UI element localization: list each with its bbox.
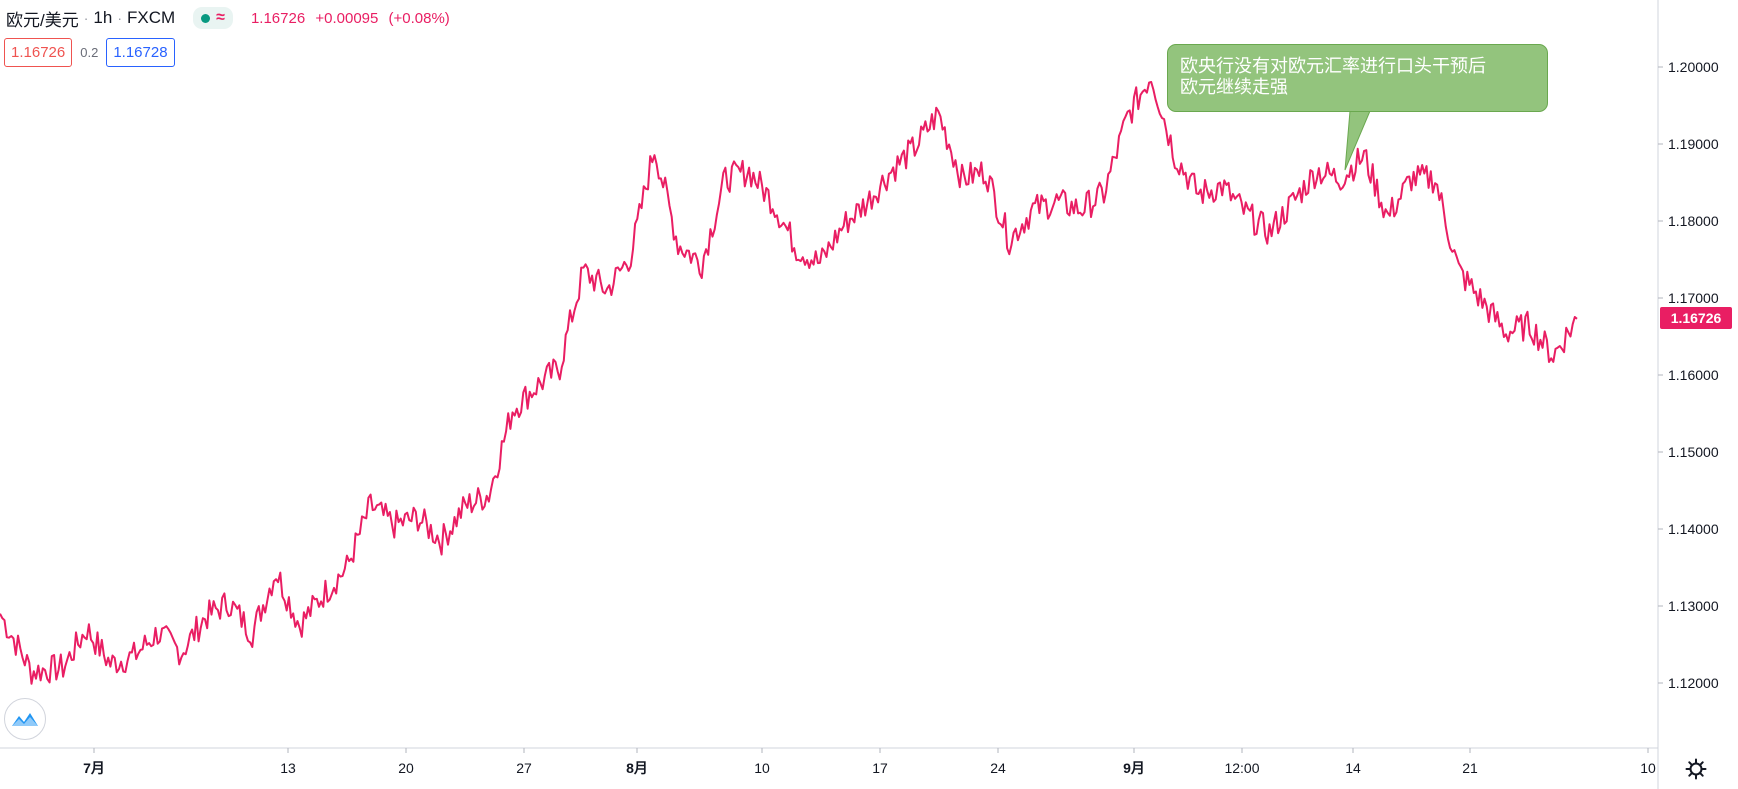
buy-button[interactable]: 1.16728 [106, 38, 175, 67]
symbol-header[interactable]: 欧元/美元 · 1h · FXCM ≈ 1.16726 +0.00095 (+0… [6, 6, 456, 30]
x-tick-label: 20 [398, 760, 414, 776]
trade-panel: 1.16726 0.2 1.16728 [4, 38, 175, 67]
annotation-line-1: 欧央行没有对欧元汇率进行口头干预后 [1180, 56, 1486, 77]
logo-button[interactable] [4, 698, 46, 740]
last-price-label: 1.16726 [1660, 307, 1732, 329]
y-tick-label: 1.20000 [1668, 59, 1719, 75]
sell-button[interactable]: 1.16726 [4, 38, 73, 67]
price-change-percent: (+0.08%) [388, 9, 450, 27]
x-tick-label: 17 [872, 760, 888, 776]
market-open-dot-icon [201, 13, 211, 23]
spread-value: 0.2 [80, 45, 99, 60]
x-tick-label: 12:00 [1224, 760, 1259, 776]
symbol-name[interactable]: 欧元/美元 [6, 10, 79, 30]
series-line-eurusd [0, 81, 1578, 685]
last-price: 1.16726 [250, 9, 306, 27]
annotation-line-2: 欧元继续走强 [1180, 77, 1288, 98]
y-tick-label: 1.12000 [1668, 675, 1719, 691]
gear-icon [1685, 758, 1707, 780]
x-tick-label: 10 [754, 760, 770, 776]
x-tick-label: 8月 [626, 760, 648, 776]
x-tick-label: 14 [1345, 760, 1361, 776]
separator-dot: · [83, 10, 89, 26]
x-tick-label: 13 [280, 760, 296, 776]
interval-label[interactable]: 1h [93, 8, 113, 27]
market-status-badge[interactable]: ≈ [193, 7, 233, 29]
y-tick-label: 1.16000 [1668, 367, 1719, 383]
x-tick-label: 21 [1462, 760, 1478, 776]
y-tick-label: 1.18000 [1668, 213, 1719, 229]
separator-dot: · [117, 10, 122, 26]
exchange-label: FXCM [127, 8, 176, 27]
y-tick-label: 1.15000 [1668, 444, 1719, 460]
annotation-callout[interactable] [1167, 44, 1548, 112]
x-tick-label: 24 [990, 760, 1006, 776]
wave-icon: ≈ [216, 9, 225, 26]
y-tick-label: 1.17000 [1668, 290, 1719, 306]
y-tick-label: 1.14000 [1668, 521, 1719, 537]
x-tick-label: 7月 [83, 760, 105, 776]
price-axis[interactable]: 1.20000 1.19000 1.18000 1.17000 1.16000 1.150… [1658, 59, 1719, 691]
x-tick-label: 10 [1640, 760, 1656, 776]
time-axis[interactable]: 7月 13 20 27 8月 10 17 24 9月 12:00 14 21 10 [83, 748, 1656, 776]
tradingview-logo-icon [12, 713, 38, 726]
x-tick-label: 9月 [1123, 760, 1145, 776]
price-change: +0.00095 [315, 9, 379, 27]
x-tick-label: 27 [516, 760, 532, 776]
annotation-text: 欧央行没有对欧元汇率进行口头干预后 欧元继续走强 [1180, 56, 1540, 98]
y-tick-label: 1.19000 [1668, 136, 1719, 152]
y-tick-label: 1.13000 [1668, 598, 1719, 614]
quote-summary: 1.16726 +0.00095 (+0.08%) [251, 10, 456, 27]
chart-settings-button[interactable] [1683, 756, 1709, 782]
